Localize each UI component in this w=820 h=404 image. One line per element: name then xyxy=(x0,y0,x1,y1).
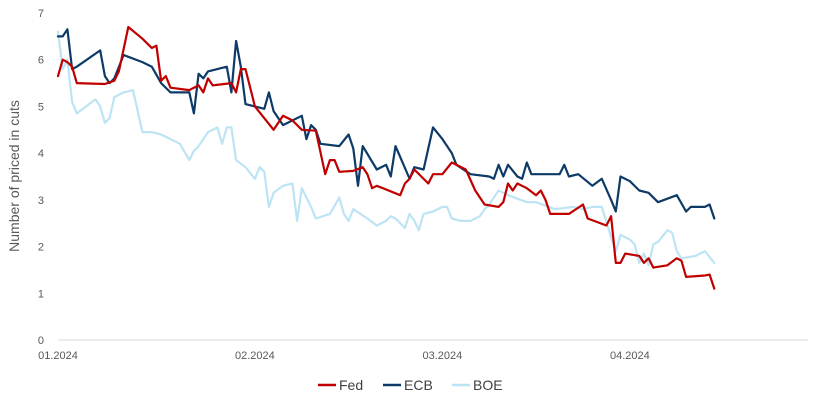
x-tick-label: 01.2024 xyxy=(38,350,78,362)
x-tick-label: 03.2024 xyxy=(422,350,462,362)
y-axis-label: Number of priced in cuts xyxy=(6,100,22,252)
y-tick-label: 7 xyxy=(38,8,44,20)
x-tick-label: 04.2024 xyxy=(610,350,650,362)
x-tick-label: 02.2024 xyxy=(235,350,275,362)
y-tick-label: 3 xyxy=(38,195,44,207)
y-tick-label: 4 xyxy=(38,148,44,160)
legend-label-fed: Fed xyxy=(339,377,363,393)
series-line-fed xyxy=(56,25,716,290)
series-line-boe xyxy=(56,30,716,267)
y-tick-label: 5 xyxy=(38,101,44,113)
y-tick-label: 0 xyxy=(38,335,44,347)
y-tick-label: 2 xyxy=(38,242,44,254)
y-tick-label: 1 xyxy=(38,288,44,300)
y-tick-label: 6 xyxy=(38,55,44,67)
legend-label-boe: BOE xyxy=(473,377,503,393)
series-line-ecb xyxy=(56,28,716,220)
legend-label-ecb: ECB xyxy=(404,377,433,393)
